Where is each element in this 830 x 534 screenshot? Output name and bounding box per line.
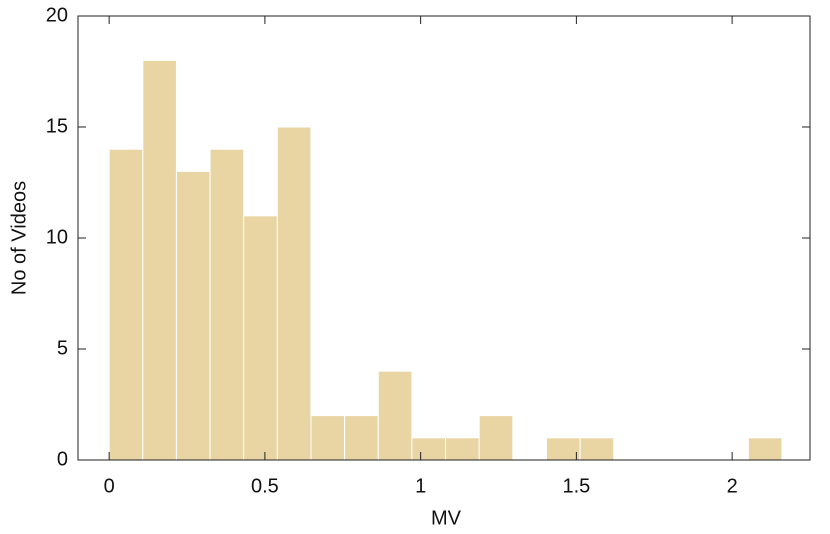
y-tick-label: 20 [46,4,68,26]
bar [411,437,447,461]
bar [276,126,312,461]
x-tick-label: 1 [415,475,426,497]
bar [579,437,615,461]
bar [445,437,480,461]
y-tick-label: 0 [57,448,68,470]
x-axis-label: MV [431,507,462,529]
y-axis-label: No of Videos [8,181,30,295]
bar [142,59,177,461]
bar [175,170,211,461]
bar [310,415,346,461]
bar [377,370,413,461]
x-tick-label: 1.5 [562,475,590,497]
x-tick-label: 0.5 [251,475,279,497]
bar [209,148,245,461]
bar [344,415,379,461]
x-tick-label: 0 [104,475,115,497]
bar [545,437,581,461]
y-tick-label: 15 [46,115,68,137]
y-tick-label: 10 [46,226,68,248]
x-tick-label: 2 [727,475,738,497]
bar [478,415,514,461]
y-tick-label: 5 [57,337,68,359]
bar [243,215,278,461]
bar [747,437,783,461]
bar [108,148,144,461]
